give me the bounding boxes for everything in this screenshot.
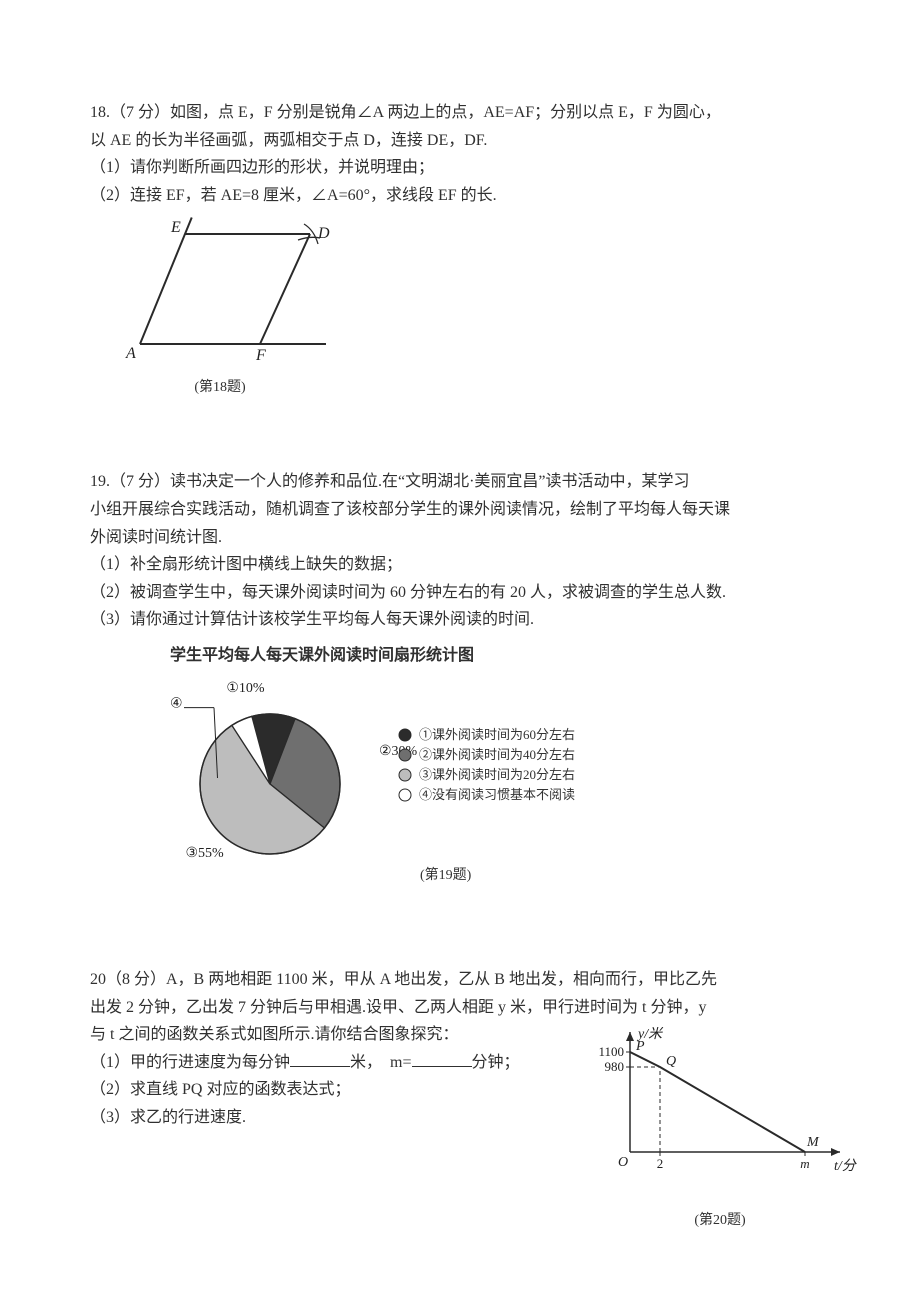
figure-20: y/米t/分O11009802mPQM (第20题)	[590, 1027, 870, 1232]
svg-text:O: O	[618, 1155, 628, 1170]
svg-text:D: D	[317, 225, 330, 242]
svg-text:④: ④	[170, 696, 183, 711]
blank-speed	[290, 1050, 350, 1067]
figure-20-svg: y/米t/分O11009802mPQM	[590, 1027, 870, 1197]
p18-q2: （2）连接 EF，若 AE=8 厘米，∠A=60°，求线段 EF 的长.	[90, 183, 850, 209]
figure-18-svg: A E F D	[120, 214, 350, 364]
figure-19-svg: ①10% ②30% ③55% ④ ①课外阅读时间为60分左右 ②课外阅读时间为40分左右…	[150, 669, 640, 889]
svg-text:③55%: ③55%	[185, 845, 224, 860]
p19-q1: （1）补全扇形统计图中横线上缺失的数据；	[90, 552, 850, 578]
p20-q1a: （1）甲的行进速度为每分钟	[90, 1054, 290, 1071]
p20-q1b: 米， m=	[350, 1054, 411, 1071]
svg-text:①课外阅读时间为60分左右: ①课外阅读时间为60分左右	[419, 727, 575, 742]
figure-18-caption: (第18题)	[120, 377, 320, 399]
svg-text:M: M	[806, 1135, 820, 1150]
p18-line1: 18.（7 分）如图，点 E，F 分别是锐角∠A 两边上的点，AE=AF；分别以…	[90, 100, 850, 126]
figure-19-caption: (第19题)	[420, 866, 472, 883]
blank-m	[412, 1050, 472, 1067]
p19-q2: （2）被调查学生中，每天课外阅读时间为 60 分钟左右的有 20 人，求被调查的…	[90, 580, 850, 606]
problem-20: 20（8 分）A，B 两地相距 1100 米，甲从 A 地出发，乙从 B 地出发…	[90, 967, 850, 1131]
problem-19: 19.（7 分）读书决定一个人的修养和品位.在“文明湖北·美丽宜昌”读书活动中，…	[90, 469, 850, 897]
p20-line2: 出发 2 分钟，乙出发 7 分钟后与甲相遇.设甲、乙两人相距 y 米，甲行进时间…	[90, 995, 840, 1021]
p18-q1: （1）请你判断所画四边形的形状，并说明理由；	[90, 155, 850, 181]
figure-19-title: 学生平均每人每天课外阅读时间扇形统计图	[170, 643, 850, 669]
figure-20-caption: (第20题)	[590, 1210, 850, 1232]
svg-text:②30%: ②30%	[379, 744, 418, 759]
p20-line1: 20（8 分）A，B 两地相距 1100 米，甲从 A 地出发，乙从 B 地出发…	[90, 967, 840, 993]
problem-18-stem: 18.（7 分）如图，点 E，F 分别是锐角∠A 两边上的点，AE=AF；分别以…	[90, 100, 850, 208]
p19-line1: 19.（7 分）读书决定一个人的修养和品位.在“文明湖北·美丽宜昌”读书活动中，…	[90, 469, 850, 495]
svg-text:③课外阅读时间为20分左右: ③课外阅读时间为20分左右	[419, 767, 575, 782]
svg-text:①10%: ①10%	[226, 681, 265, 696]
svg-text:t/分: t/分	[834, 1158, 858, 1174]
problem-19-stem: 19.（7 分）读书决定一个人的修养和品位.在“文明湖北·美丽宜昌”读书活动中，…	[90, 469, 850, 633]
svg-text:980: 980	[605, 1059, 625, 1074]
svg-text:m: m	[800, 1156, 809, 1171]
svg-text:F: F	[255, 347, 266, 364]
svg-text:E: E	[170, 219, 181, 236]
figure-19: 学生平均每人每天课外阅读时间扇形统计图 ①10% ②30% ③55% ④ ①课外阅读时…	[150, 643, 850, 897]
svg-text:④没有阅读习惯基本不阅读: ④没有阅读习惯基本不阅读	[419, 787, 575, 802]
p20-q1c: 分钟；	[472, 1054, 520, 1071]
p19-line2: 小组开展综合实践活动，随机调查了该校部分学生的课外阅读情况，绘制了平均每人每天课	[90, 497, 850, 523]
p18-line2: 以 AE 的长为半径画弧，两弧相交于点 D，连接 DE，DF.	[90, 128, 850, 154]
p19-line3: 外阅读时间统计图.	[90, 525, 850, 551]
svg-text:2: 2	[657, 1156, 664, 1171]
problem-18: 18.（7 分）如图，点 E，F 分别是锐角∠A 两边上的点，AE=AF；分别以…	[90, 100, 850, 399]
svg-text:1100: 1100	[598, 1044, 624, 1059]
p19-q3: （3）请你通过计算估计该校学生平均每人每天课外阅读的时间.	[90, 607, 850, 633]
svg-text:P: P	[635, 1039, 645, 1054]
svg-text:A: A	[125, 345, 136, 362]
svg-text:②课外阅读时间为40分左右: ②课外阅读时间为40分左右	[419, 747, 575, 762]
svg-text:Q: Q	[666, 1054, 676, 1069]
figure-18: A E F D (第18题)	[120, 214, 850, 399]
